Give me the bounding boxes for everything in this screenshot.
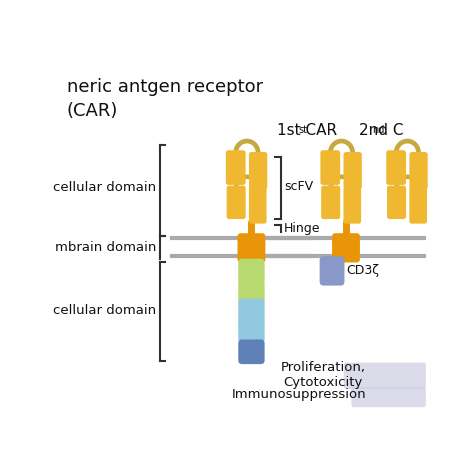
- FancyBboxPatch shape: [321, 186, 340, 219]
- FancyBboxPatch shape: [237, 233, 265, 263]
- Text: cellular domain: cellular domain: [53, 181, 156, 194]
- FancyBboxPatch shape: [238, 318, 264, 343]
- FancyBboxPatch shape: [238, 279, 264, 304]
- FancyBboxPatch shape: [249, 187, 266, 224]
- FancyBboxPatch shape: [386, 150, 406, 185]
- FancyBboxPatch shape: [387, 186, 406, 219]
- FancyBboxPatch shape: [238, 339, 264, 364]
- Text: cellular domain: cellular domain: [53, 304, 156, 318]
- Text: st: st: [299, 125, 308, 135]
- FancyBboxPatch shape: [410, 187, 427, 224]
- Text: scFV: scFV: [284, 180, 313, 193]
- Text: CD3ζ: CD3ζ: [346, 264, 379, 277]
- Text: nd: nd: [373, 125, 385, 135]
- FancyBboxPatch shape: [249, 152, 267, 190]
- FancyBboxPatch shape: [319, 256, 345, 285]
- Text: (CAR): (CAR): [67, 101, 118, 119]
- FancyBboxPatch shape: [227, 186, 246, 219]
- FancyBboxPatch shape: [344, 187, 361, 224]
- FancyBboxPatch shape: [226, 150, 246, 185]
- Text: 2nd C: 2nd C: [359, 123, 403, 137]
- Text: mbrain domain: mbrain domain: [55, 241, 156, 254]
- FancyBboxPatch shape: [410, 152, 428, 190]
- Text: neric antgen receptor: neric antgen receptor: [67, 78, 263, 96]
- FancyBboxPatch shape: [238, 259, 264, 283]
- FancyBboxPatch shape: [351, 387, 426, 407]
- Text: Immunosuppression: Immunosuppression: [232, 388, 367, 401]
- FancyBboxPatch shape: [238, 299, 264, 323]
- Text: 1st CAR: 1st CAR: [277, 123, 337, 137]
- Text: Hinge: Hinge: [284, 222, 320, 235]
- FancyBboxPatch shape: [320, 150, 340, 185]
- FancyBboxPatch shape: [344, 152, 362, 190]
- Text: Proliferation,
Cytotoxicity: Proliferation, Cytotoxicity: [280, 361, 365, 389]
- FancyBboxPatch shape: [344, 363, 426, 389]
- FancyBboxPatch shape: [332, 233, 360, 263]
